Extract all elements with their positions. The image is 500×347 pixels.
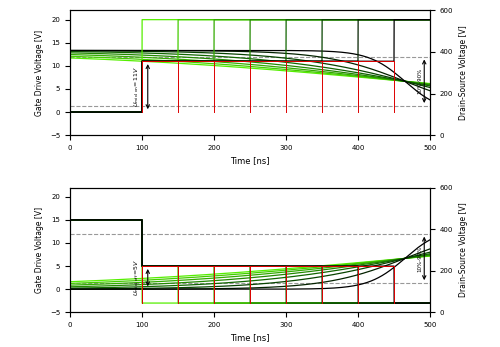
Y-axis label: Gate Drive Voltage [V]: Gate Drive Voltage [V] [36,207,44,293]
Text: 10%-90%: 10%-90% [418,68,423,94]
Y-axis label: Drain-Source Voltage [V]: Drain-Source Voltage [V] [459,25,468,120]
X-axis label: Time [ns]: Time [ns] [230,156,270,166]
Text: 10%-90%: 10%-90% [418,245,423,271]
X-axis label: Time [ns]: Time [ns] [230,333,270,342]
Y-axis label: Gate Drive Voltage [V]: Gate Drive Voltage [V] [36,30,44,116]
Text: $U_\mathrm{mid,on}\!=\!11V$: $U_\mathrm{mid,on}\!=\!11V$ [132,66,140,107]
Y-axis label: Drain-Source Voltage [V]: Drain-Source Voltage [V] [459,203,468,297]
Text: $U_\mathrm{mid,off}\!=\!5V$: $U_\mathrm{mid,off}\!=\!5V$ [132,259,140,296]
